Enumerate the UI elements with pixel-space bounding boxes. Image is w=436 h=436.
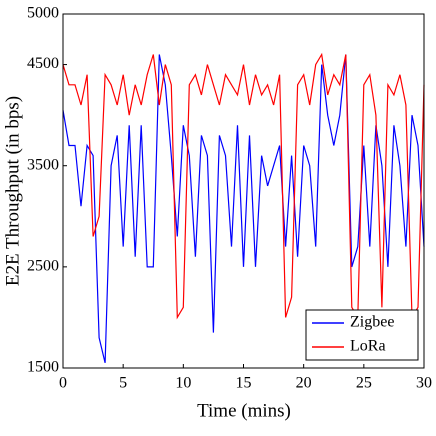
x-tick-label: 0 xyxy=(59,375,67,392)
x-tick-label: 15 xyxy=(236,375,252,392)
legend-label: Zigbee xyxy=(350,314,394,331)
x-tick-label: 30 xyxy=(416,375,432,392)
legend-label: LoRa xyxy=(350,338,386,355)
y-tick-label: 5000 xyxy=(27,5,59,22)
x-tick-label: 5 xyxy=(119,375,127,392)
y-tick-label: 2500 xyxy=(27,258,59,275)
y-tick-label: 3500 xyxy=(27,156,59,173)
x-tick-label: 10 xyxy=(175,375,191,392)
y-axis-label: E2E Throughput (in bps) xyxy=(2,96,23,286)
plot-frame xyxy=(62,13,425,369)
series-line xyxy=(62,52,425,320)
x-axis-label: Time (mins) xyxy=(197,400,291,421)
series-line xyxy=(62,54,425,364)
x-tick-label: 20 xyxy=(296,375,312,392)
x-tick-label: 25 xyxy=(356,375,372,392)
legend-box xyxy=(305,309,419,361)
y-tick-label: 4500 xyxy=(27,55,59,72)
y-tick-label: 1500 xyxy=(27,359,59,376)
